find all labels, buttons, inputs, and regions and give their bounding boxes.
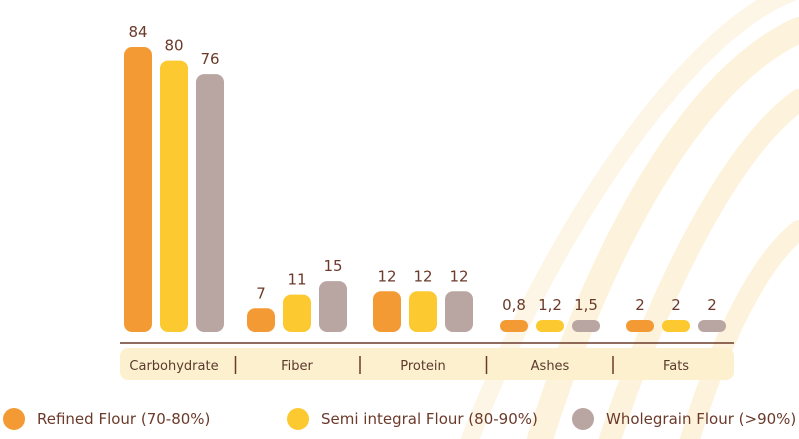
- bar-fiber-series-3: [319, 281, 347, 332]
- chart-legend: Refined Flour (70-80%) Semi integral Flou…: [0, 404, 799, 434]
- value-label: 0,8: [502, 296, 526, 314]
- legend-label: Semi integral Flour (80-90%): [321, 410, 538, 428]
- legend-label: Refined Flour (70-80%): [37, 410, 211, 428]
- category-label: Protein: [400, 359, 446, 374]
- bar-ashes-series-1: [500, 320, 528, 332]
- legend-item: Wholegrain Flour (>90%): [572, 404, 796, 434]
- value-label: 7: [256, 284, 266, 302]
- value-label: 84: [128, 23, 147, 41]
- legend-swatch: [572, 408, 594, 430]
- bar-chart: 84 80 76 7 11 15 12 12 12 0,8 1,2 1,5 2 2 2 Carbohydra…: [120, 23, 734, 380]
- bar-carbohydrate-series-1: [124, 47, 152, 332]
- bar-fats-series-1: [626, 320, 654, 332]
- bar-protein-series-2: [409, 291, 437, 332]
- value-label: 2: [671, 296, 681, 314]
- bar-carbohydrate-series-3: [196, 74, 224, 333]
- bar-fiber-series-1: [247, 308, 275, 332]
- legend-swatch: [287, 408, 309, 430]
- value-label: 1,5: [574, 296, 598, 314]
- value-label: 80: [164, 37, 183, 55]
- value-label: 1,2: [538, 296, 562, 314]
- value-label: 12: [413, 267, 432, 285]
- value-label: 12: [377, 267, 396, 285]
- bar-ashes-series-3: [572, 320, 600, 332]
- bar-protein-series-3: [445, 291, 473, 332]
- category-label: Fiber: [281, 359, 313, 374]
- bar-fiber-series-2: [283, 294, 311, 332]
- category-label: Carbohydrate: [129, 359, 218, 374]
- value-label: 76: [200, 50, 219, 68]
- value-label: 2: [707, 296, 717, 314]
- category-label: Ashes: [531, 359, 570, 374]
- legend-label: Wholegrain Flour (>90%): [606, 410, 797, 428]
- category-label: Fats: [663, 359, 689, 374]
- bar-protein-series-1: [373, 291, 401, 332]
- bar-fats-series-3: [698, 320, 726, 332]
- category-band: [120, 348, 734, 380]
- bar-carbohydrate-series-2: [160, 60, 188, 332]
- legend-item: Refined Flour (70-80%): [3, 404, 210, 434]
- bar-fats-series-2: [662, 320, 690, 332]
- legend-item: Semi integral Flour (80-90%): [287, 404, 538, 434]
- bar-ashes-series-2: [536, 320, 564, 332]
- value-label: 12: [449, 267, 468, 285]
- value-label: 15: [323, 257, 342, 275]
- value-label: 11: [287, 271, 306, 289]
- value-label: 2: [635, 296, 645, 314]
- legend-swatch: [3, 408, 25, 430]
